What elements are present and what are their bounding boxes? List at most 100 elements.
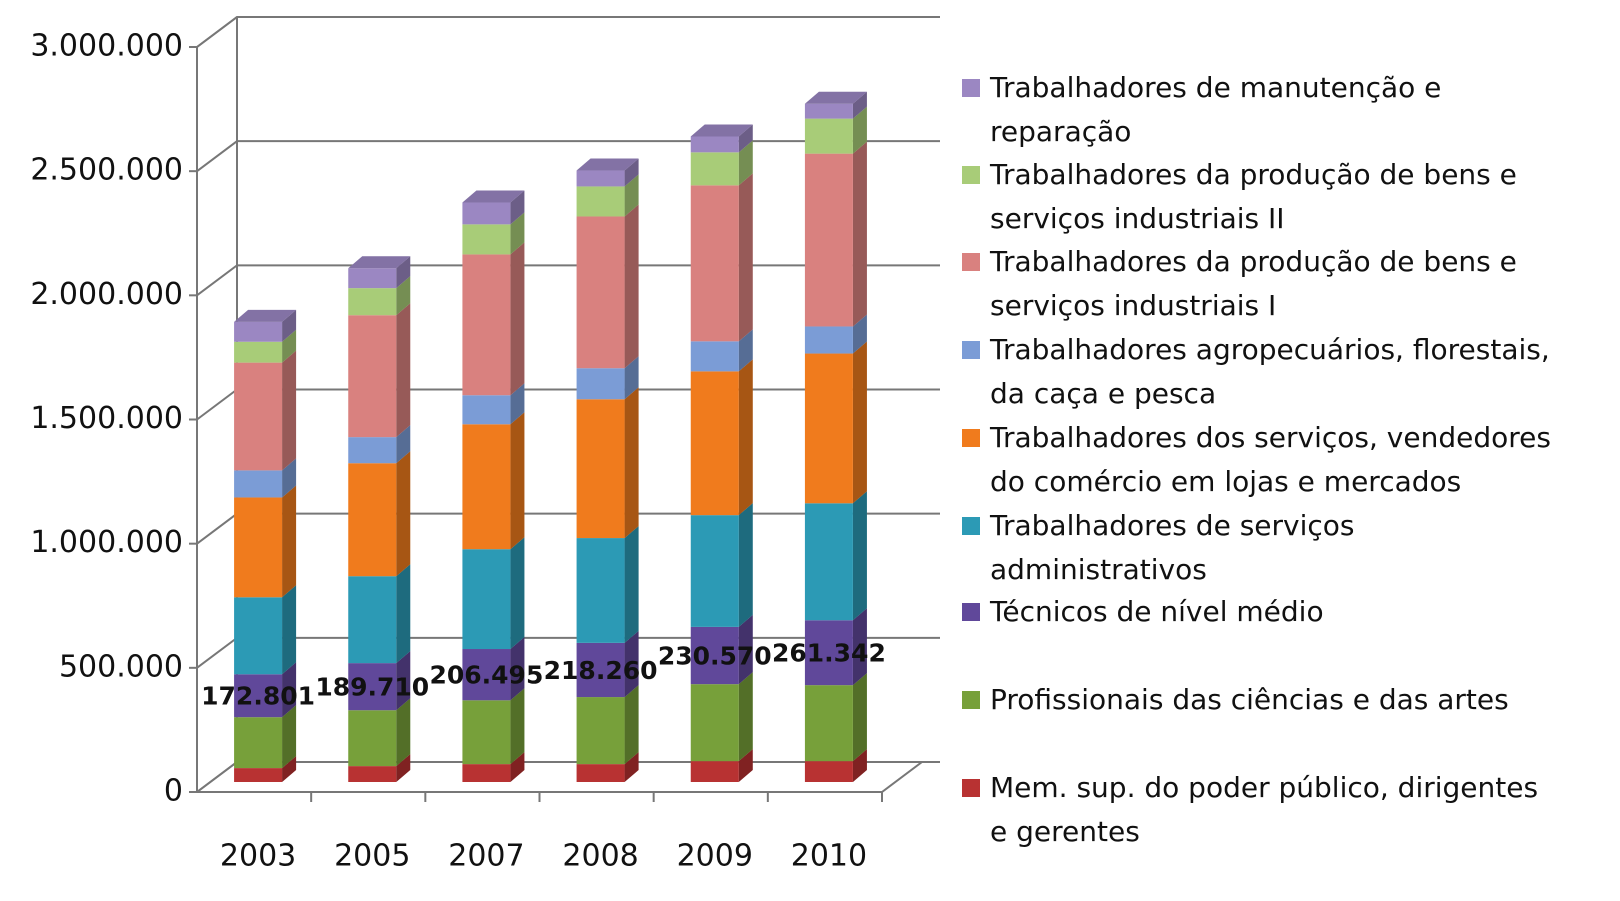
bar-segment <box>234 768 283 782</box>
legend-label: Profissionais das ciências e das artes <box>990 683 1509 716</box>
bar-segment <box>690 371 739 516</box>
legend-swatch <box>962 79 980 97</box>
bar-side <box>282 458 297 498</box>
bar-side <box>852 608 867 686</box>
bar-side <box>852 341 867 504</box>
bar-top <box>576 158 639 171</box>
bar-side-shade <box>852 673 867 762</box>
bar-segment <box>234 597 283 675</box>
x-tick-label: 2003 <box>220 839 296 874</box>
bar-segment <box>462 549 511 650</box>
bar-top-shade <box>576 158 639 171</box>
bar-side-shade <box>852 608 867 686</box>
bar-segment <box>804 153 853 327</box>
bar-side-shade <box>282 329 297 363</box>
bar-top-shade <box>690 124 753 137</box>
bar-side <box>738 503 753 627</box>
bar-side <box>738 614 753 685</box>
bar-side <box>738 359 753 516</box>
bar-segment <box>462 395 511 425</box>
bar-segment <box>690 761 739 782</box>
bar-side-shade <box>510 537 525 650</box>
bar-side <box>282 350 297 471</box>
bar-segment <box>576 368 625 400</box>
bar-side-shade <box>738 173 753 342</box>
bar-segment <box>804 326 853 354</box>
bar-side-shade <box>396 425 411 464</box>
x-tick-label: 2010 <box>791 839 867 874</box>
bar-side <box>282 485 297 598</box>
bar-side-shade <box>396 651 411 711</box>
legend-entry: Trabalhadores de manutenção e reparação <box>962 66 1562 154</box>
bar-side <box>396 754 411 782</box>
bar-side-shade <box>852 341 867 504</box>
bar-segment <box>690 515 739 627</box>
bar-side-shade <box>510 383 525 425</box>
bar-side-shade <box>852 141 867 327</box>
bar-segment <box>462 202 511 225</box>
bar-segment <box>234 341 283 363</box>
bar-segment <box>804 620 853 686</box>
bar-top-shade <box>348 256 411 269</box>
legend-entry: Trabalhadores da produção de bens e serv… <box>962 153 1562 241</box>
legend-label: Trabalhadores de serviços administrativo… <box>990 509 1355 586</box>
legend-label: Trabalhadores agropecuários, florestais,… <box>990 333 1550 410</box>
bar-side <box>396 564 411 664</box>
bar-segment <box>804 503 853 621</box>
bar-segment <box>234 674 283 718</box>
bar-side-shade <box>624 174 639 217</box>
y-tick-label: 1.500.000 <box>30 401 183 436</box>
bar-segment <box>576 216 625 369</box>
legend-entry: Trabalhadores de serviços administrativo… <box>962 504 1562 592</box>
bar-side <box>510 190 525 225</box>
bar-side <box>282 662 297 718</box>
bar-side-shade <box>738 329 753 372</box>
legend-label: Trabalhadores da produção de bens e serv… <box>990 158 1517 235</box>
legend-swatch <box>962 517 980 535</box>
bar-side <box>396 276 411 316</box>
bar-side <box>396 451 411 577</box>
bar-side-shade <box>738 749 753 782</box>
bar-segment <box>234 362 283 471</box>
bar-side <box>396 425 411 464</box>
bar-side-shade <box>624 158 639 187</box>
legend-entry: Técnicos de nível médio <box>962 590 1562 634</box>
bar-side-shade <box>624 387 639 539</box>
legend-swatch <box>962 603 980 621</box>
bar-side <box>624 630 639 698</box>
bar-side <box>738 749 753 782</box>
bar-segment <box>462 700 511 765</box>
x-tick-label: 2009 <box>677 839 753 874</box>
y-tick-label: 2.000.000 <box>30 277 183 312</box>
legend-label: Trabalhadores dos serviços, vendedores d… <box>990 421 1551 498</box>
bar-side-shade <box>624 526 639 643</box>
legend-swatch <box>962 429 980 447</box>
bar-side <box>624 204 639 369</box>
x-tick-label: 2007 <box>448 839 524 874</box>
bar-top <box>690 124 753 137</box>
legend-swatch <box>962 779 980 797</box>
bar-side <box>852 314 867 354</box>
bar-side <box>852 749 867 782</box>
legend-entry: Profissionais das ciências e das artes <box>962 678 1562 722</box>
x-tick-label: 2005 <box>334 839 410 874</box>
legend-label: Técnicos de nível médio <box>990 595 1324 628</box>
bar-segment <box>348 576 397 664</box>
bar-side <box>510 752 525 782</box>
bar-side <box>396 651 411 711</box>
bar-side <box>510 242 525 396</box>
bar-side <box>852 106 867 154</box>
legend-swatch <box>962 691 980 709</box>
plot: 0 500.000 1.000.000 1.500.000 2.000.000 2.500… <box>30 16 962 874</box>
bar-side-shade <box>282 458 297 498</box>
bar-side-shade <box>282 350 297 471</box>
bar-side-shade <box>282 662 297 718</box>
bar-side <box>282 329 297 363</box>
legend-entry: Mem. sup. do poder público, dirigentes e… <box>962 766 1562 854</box>
bar-side-shade <box>282 756 297 782</box>
bar-segment <box>690 152 739 186</box>
bar-side <box>396 303 411 438</box>
bar-side <box>738 329 753 372</box>
bar-side-shade <box>510 190 525 225</box>
bar-segment <box>348 268 397 289</box>
